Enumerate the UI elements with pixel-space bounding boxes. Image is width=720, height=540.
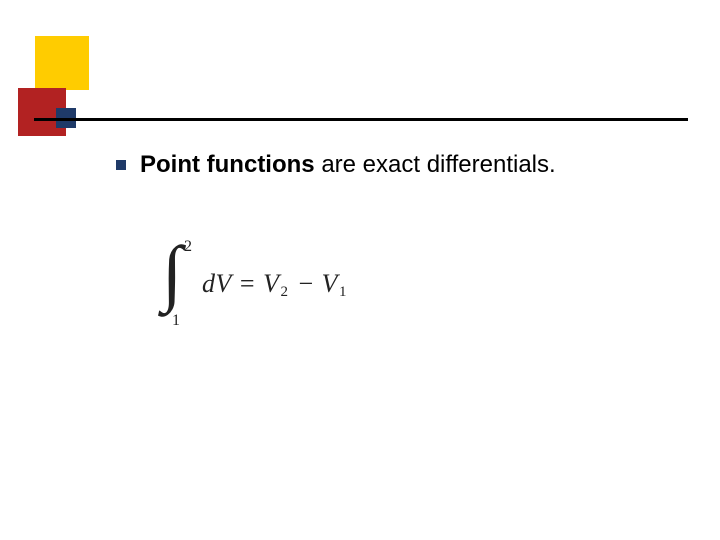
integral-lower-bound: 1 xyxy=(172,312,180,330)
rhs-term2-var: V xyxy=(322,269,338,299)
bullet-bold: Point functions xyxy=(140,151,315,178)
integrand-var: V xyxy=(216,269,232,299)
bullet-icon xyxy=(116,160,126,170)
bullet-rest: are exact differentials. xyxy=(315,151,556,178)
slide: Point functions are exact differentials.… xyxy=(0,0,720,540)
bullet-row: Point functions are exact differentials. xyxy=(116,150,556,180)
integral-symbol: ∫ 1 2 xyxy=(162,244,196,324)
integrand-d: d xyxy=(202,269,216,299)
integral-sign-glyph: ∫ xyxy=(162,236,182,310)
rhs-term1-sub: 2 xyxy=(280,284,288,301)
title-underline xyxy=(34,118,688,121)
integral-upper-bound: 2 xyxy=(184,238,192,256)
equals-sign: = xyxy=(240,269,255,299)
deco-yellow-block xyxy=(35,36,89,90)
bullet-text: Point functions are exact differentials. xyxy=(140,150,556,180)
equation: ∫ 1 2 dV = V2 − V1 xyxy=(162,244,349,324)
equation-body: dV = V2 − V1 xyxy=(202,269,349,299)
rhs-term1-var: V xyxy=(263,269,279,299)
rhs-term2-sub: 1 xyxy=(339,284,347,301)
minus-sign: − xyxy=(298,269,313,299)
